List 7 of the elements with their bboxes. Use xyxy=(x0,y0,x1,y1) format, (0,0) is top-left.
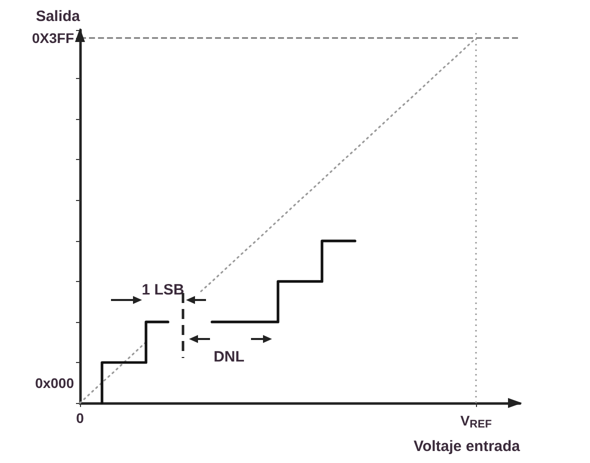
text: 0X3FF xyxy=(32,30,74,46)
y-axis-title: Salida xyxy=(36,8,81,25)
x-axis-title: Voltaje entrada xyxy=(414,438,521,455)
annotation: DNL xyxy=(214,348,244,366)
x-tick-label: 0 xyxy=(76,410,84,426)
annotation: 1 LSB xyxy=(142,282,184,298)
text: 0x000 xyxy=(35,375,74,391)
